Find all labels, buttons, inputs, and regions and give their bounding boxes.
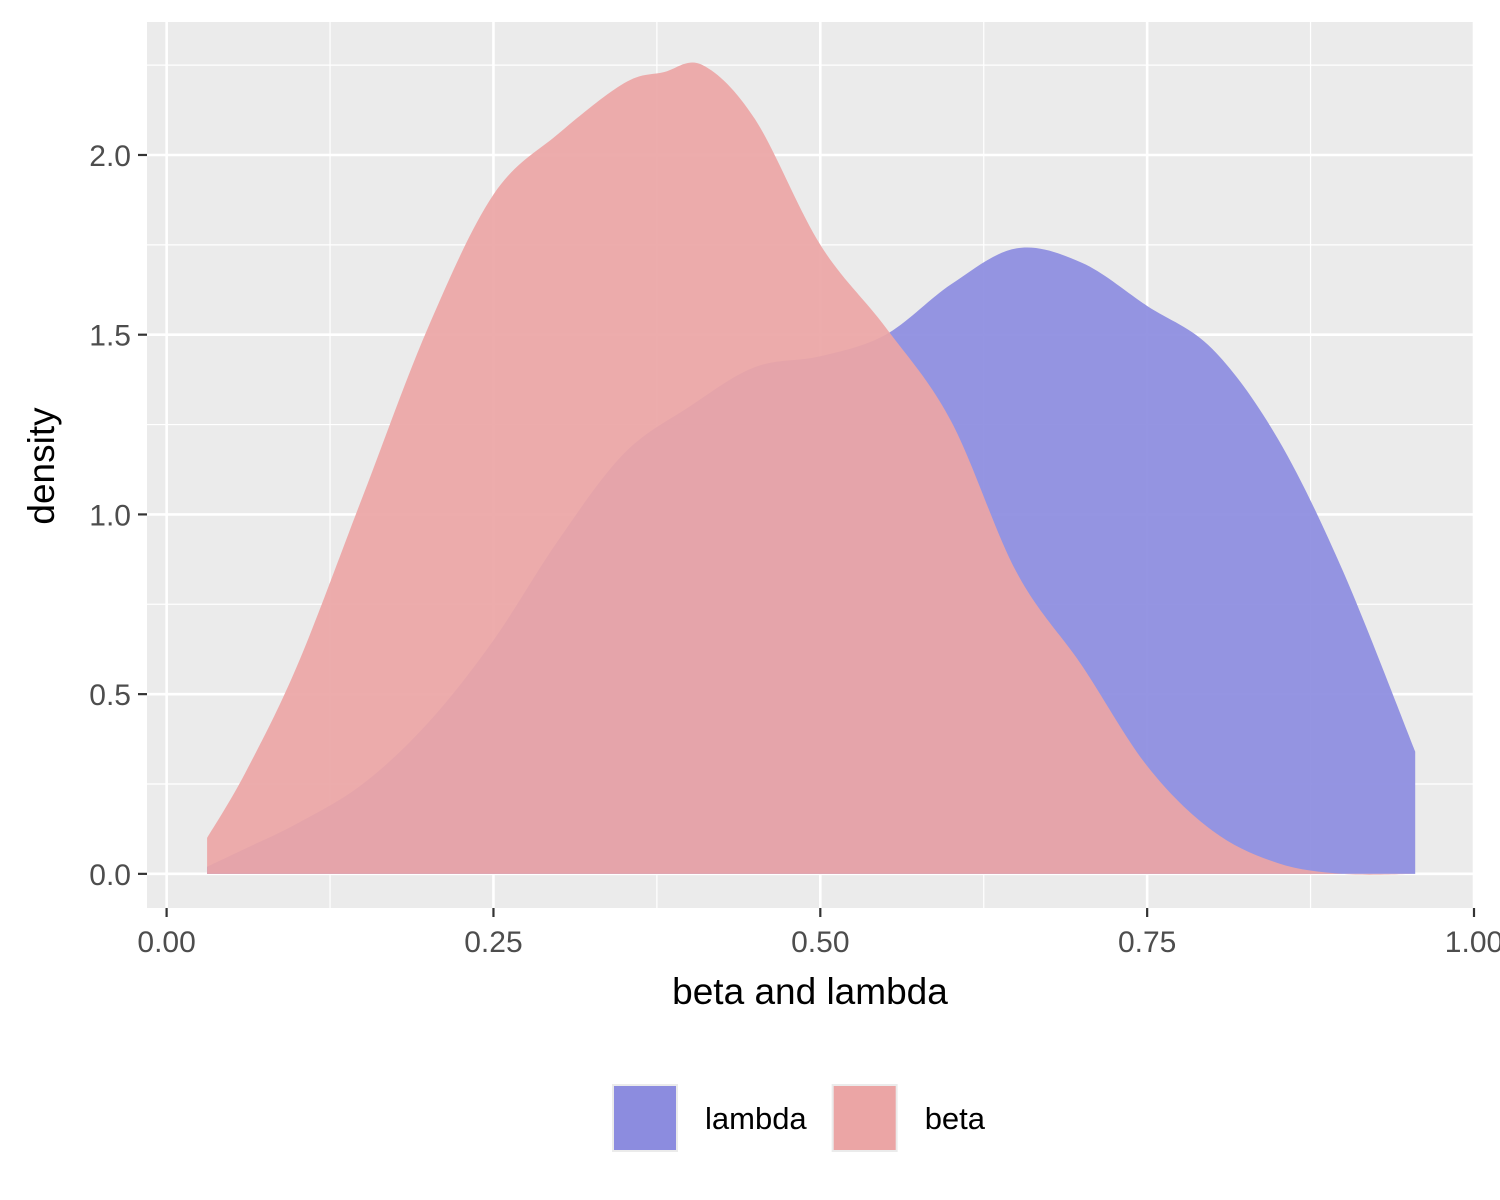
y-axis: 0.0 0.5 1.0 1.5 2.0 [89, 140, 147, 892]
x-tick-label: 0.25 [464, 926, 522, 959]
y-tick-label: 2.0 [89, 140, 131, 173]
legend: lambda beta [612, 1084, 986, 1152]
legend-label-lambda: lambda [705, 1101, 807, 1136]
legend-key-lambda [612, 1084, 678, 1152]
legend-label-beta: beta [925, 1101, 986, 1136]
y-tick-label: 0.5 [89, 679, 131, 712]
density-area-beta [207, 62, 1416, 875]
y-tick-label: 1.5 [89, 320, 131, 353]
x-tick-label: 0.00 [137, 926, 195, 959]
density-areas [207, 62, 1416, 875]
x-axis-title: beta and lambda [672, 971, 948, 1012]
x-tick-label: 1.00 [1445, 926, 1500, 959]
x-axis: 0.00 0.25 0.50 0.75 1.00 [137, 908, 1500, 959]
x-tick-label: 0.75 [1118, 926, 1176, 959]
y-tick-label: 0.0 [89, 859, 131, 892]
x-tick-label: 0.50 [791, 926, 849, 959]
y-tick-label: 1.0 [89, 499, 131, 532]
y-axis-title: density [21, 407, 62, 525]
legend-key-beta [831, 1084, 898, 1152]
